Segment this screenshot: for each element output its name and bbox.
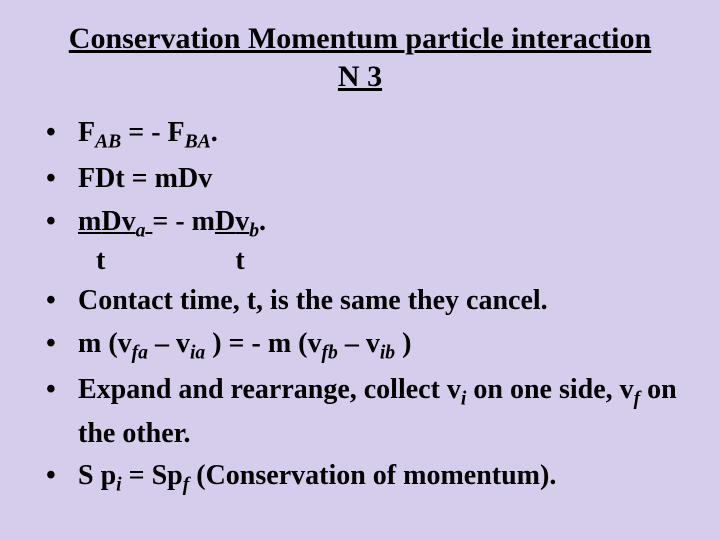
slide-title: Conservation Momentum particle interacti… (38, 20, 682, 95)
bullet-7: S pi = Spf (Conservation of momentum). (38, 456, 682, 500)
b3-p4: v (235, 206, 249, 237)
b7-p4: (Conservation of momentum). (189, 460, 556, 491)
b6-p1: Expand and rearrange, collect v (78, 374, 461, 405)
bullet-list: FAB = - FBA. FDt = mDv mDva = - mDvb. (38, 113, 682, 246)
b3-s2: b (249, 220, 259, 241)
b1-s1: AB (95, 132, 121, 153)
b1-p3: . (211, 117, 218, 148)
b5-p4: – v (338, 328, 380, 359)
b7-p1: p (94, 460, 117, 491)
sigma-icon: S (152, 460, 168, 491)
b3-s1: a (136, 220, 146, 241)
b2-p2: t = m (115, 163, 178, 194)
bullet-4: Contact time, t, is the same they cancel… (38, 281, 682, 322)
b3-p2: v (122, 206, 136, 237)
b5-p2: – v (148, 328, 190, 359)
title-line-2: N 3 (338, 60, 382, 93)
delta-icon: D (215, 206, 235, 237)
title-line-1: Conservation Momentum particle interacti… (69, 22, 651, 55)
b1-s2: BA (185, 132, 211, 153)
b3-p1: m (78, 206, 101, 237)
b5-s4: ib (380, 342, 395, 363)
b2-p1: F (78, 163, 95, 194)
bullet-5: m (vfa – via ) = - m (vfb – vib ) (38, 324, 682, 368)
b3-t2: t (235, 245, 244, 276)
b5-s3: fb (322, 342, 338, 363)
b1-p1: F (78, 117, 95, 148)
b3-p3: = - m (152, 206, 215, 237)
b5-s1: fa (132, 342, 148, 363)
delta-icon: D (101, 206, 121, 237)
b6-p2: on one side, v (466, 374, 633, 405)
b7-p2: = (122, 460, 152, 491)
b7-p3: p (167, 460, 183, 491)
b4-text: Contact time, t, is the same they cancel… (78, 285, 548, 316)
b2-p3: v (198, 163, 212, 194)
delta-icon: D (178, 163, 198, 194)
b1-p2: = - F (121, 117, 184, 148)
sigma-icon: S (78, 460, 94, 491)
b5-p3: ) = - m (v (205, 328, 321, 359)
b3-p5: . (259, 206, 266, 237)
slide: Conservation Momentum particle interacti… (0, 0, 720, 540)
bullet-1: FAB = - FBA. (38, 113, 682, 157)
bullet-list-2: Contact time, t, is the same they cancel… (38, 281, 682, 500)
b3-t1: t (96, 245, 105, 276)
b5-s2: ia (190, 342, 205, 363)
bullet-6: Expand and rearrange, collect vi on one … (38, 370, 682, 455)
bullet-2: FDt = mDv (38, 159, 682, 200)
b5-p5: ) (395, 328, 411, 359)
b5-p1: m (v (78, 328, 132, 359)
delta-icon: D (95, 163, 115, 194)
bullet-3: mDva = - mDvb. (38, 202, 682, 246)
bullet-3-denominator: tt (38, 244, 682, 278)
